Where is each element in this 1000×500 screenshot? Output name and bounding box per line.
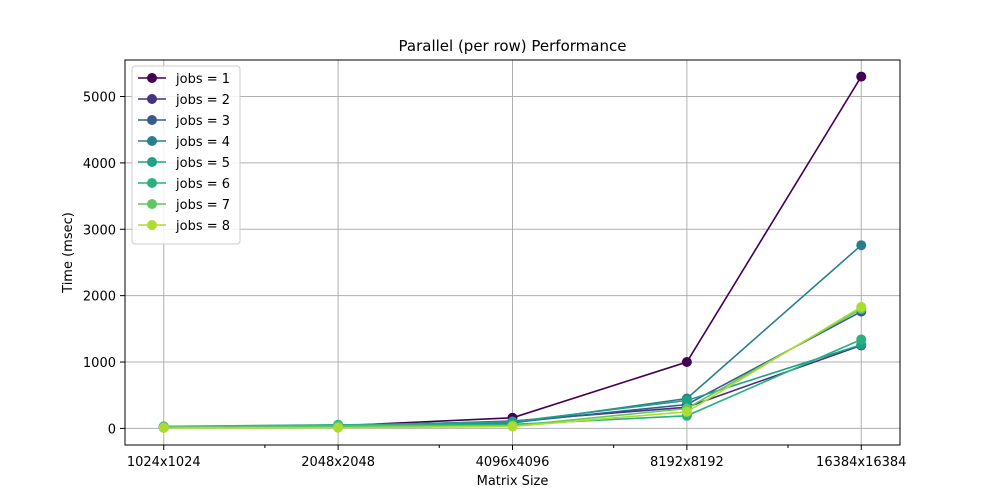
legend-entry: jobs = 2 bbox=[138, 93, 230, 108]
legend-entry: jobs = 7 bbox=[138, 198, 230, 213]
x-tick-label: 2048x2048 bbox=[301, 455, 375, 470]
legend-label: jobs = 4 bbox=[175, 135, 230, 150]
data-point bbox=[681, 395, 692, 406]
legend-marker bbox=[147, 178, 157, 188]
legend-label: jobs = 6 bbox=[175, 177, 230, 192]
legend-entry: jobs = 5 bbox=[138, 156, 230, 171]
y-tick-label: 1000 bbox=[83, 356, 116, 371]
x-tick-label: 1024x1024 bbox=[127, 455, 201, 470]
legend-entry: jobs = 8 bbox=[138, 219, 230, 234]
x-axis-ticks: 1024x1024 2048x2048 4096x4096 8192x8192 1638… bbox=[127, 445, 906, 470]
series bbox=[158, 71, 867, 433]
y-tick-label: 5000 bbox=[83, 91, 116, 106]
x-axis-label: Matrix Size bbox=[477, 474, 549, 489]
y-tick-label: 4000 bbox=[83, 157, 116, 172]
legend-marker bbox=[147, 199, 157, 209]
legend-marker bbox=[147, 220, 157, 230]
legend-marker bbox=[147, 73, 157, 83]
x-tick-label: 16384x16384 bbox=[816, 455, 906, 470]
legend: jobs = 1 jobs = 2 jobs = 3 jobs = 4 jobs = 5… bbox=[131, 65, 241, 245]
data-point bbox=[856, 240, 867, 251]
y-axis-ticks: 0 1000 2000 3000 4000 5000 bbox=[83, 91, 125, 437]
data-point bbox=[856, 71, 867, 82]
data-point bbox=[158, 422, 169, 433]
legend-entry: jobs = 3 bbox=[138, 114, 230, 129]
legend-label: jobs = 7 bbox=[175, 198, 230, 213]
data-point bbox=[856, 301, 867, 312]
y-tick-label: 3000 bbox=[83, 223, 116, 238]
y-tick-label: 0 bbox=[108, 422, 116, 437]
y-tick-label: 2000 bbox=[83, 290, 116, 305]
legend-marker bbox=[147, 94, 157, 104]
legend-marker bbox=[147, 115, 157, 125]
legend-label: jobs = 8 bbox=[175, 219, 230, 234]
legend-marker bbox=[147, 157, 157, 167]
chart-title: Parallel (per row) Performance bbox=[399, 37, 627, 55]
data-point bbox=[507, 421, 518, 432]
data-point bbox=[681, 406, 692, 417]
legend-label: jobs = 3 bbox=[175, 114, 230, 129]
legend-entry: jobs = 1 bbox=[138, 72, 230, 87]
y-axis-label: Time (msec) bbox=[61, 212, 76, 294]
data-point bbox=[681, 357, 692, 368]
series-8 bbox=[158, 301, 867, 433]
legend-marker bbox=[147, 136, 157, 146]
x-tick-label: 4096x4096 bbox=[476, 455, 550, 470]
legend-box bbox=[131, 65, 241, 245]
x-tick-label: 8192x8192 bbox=[650, 455, 724, 470]
data-point bbox=[856, 334, 867, 345]
data-point bbox=[333, 422, 344, 433]
legend-label: jobs = 1 bbox=[175, 72, 230, 87]
legend-label: jobs = 2 bbox=[175, 93, 230, 108]
legend-label: jobs = 5 bbox=[175, 156, 230, 171]
legend-entry: jobs = 6 bbox=[138, 177, 230, 192]
legend-entry: jobs = 4 bbox=[138, 135, 230, 150]
grid bbox=[125, 60, 900, 445]
